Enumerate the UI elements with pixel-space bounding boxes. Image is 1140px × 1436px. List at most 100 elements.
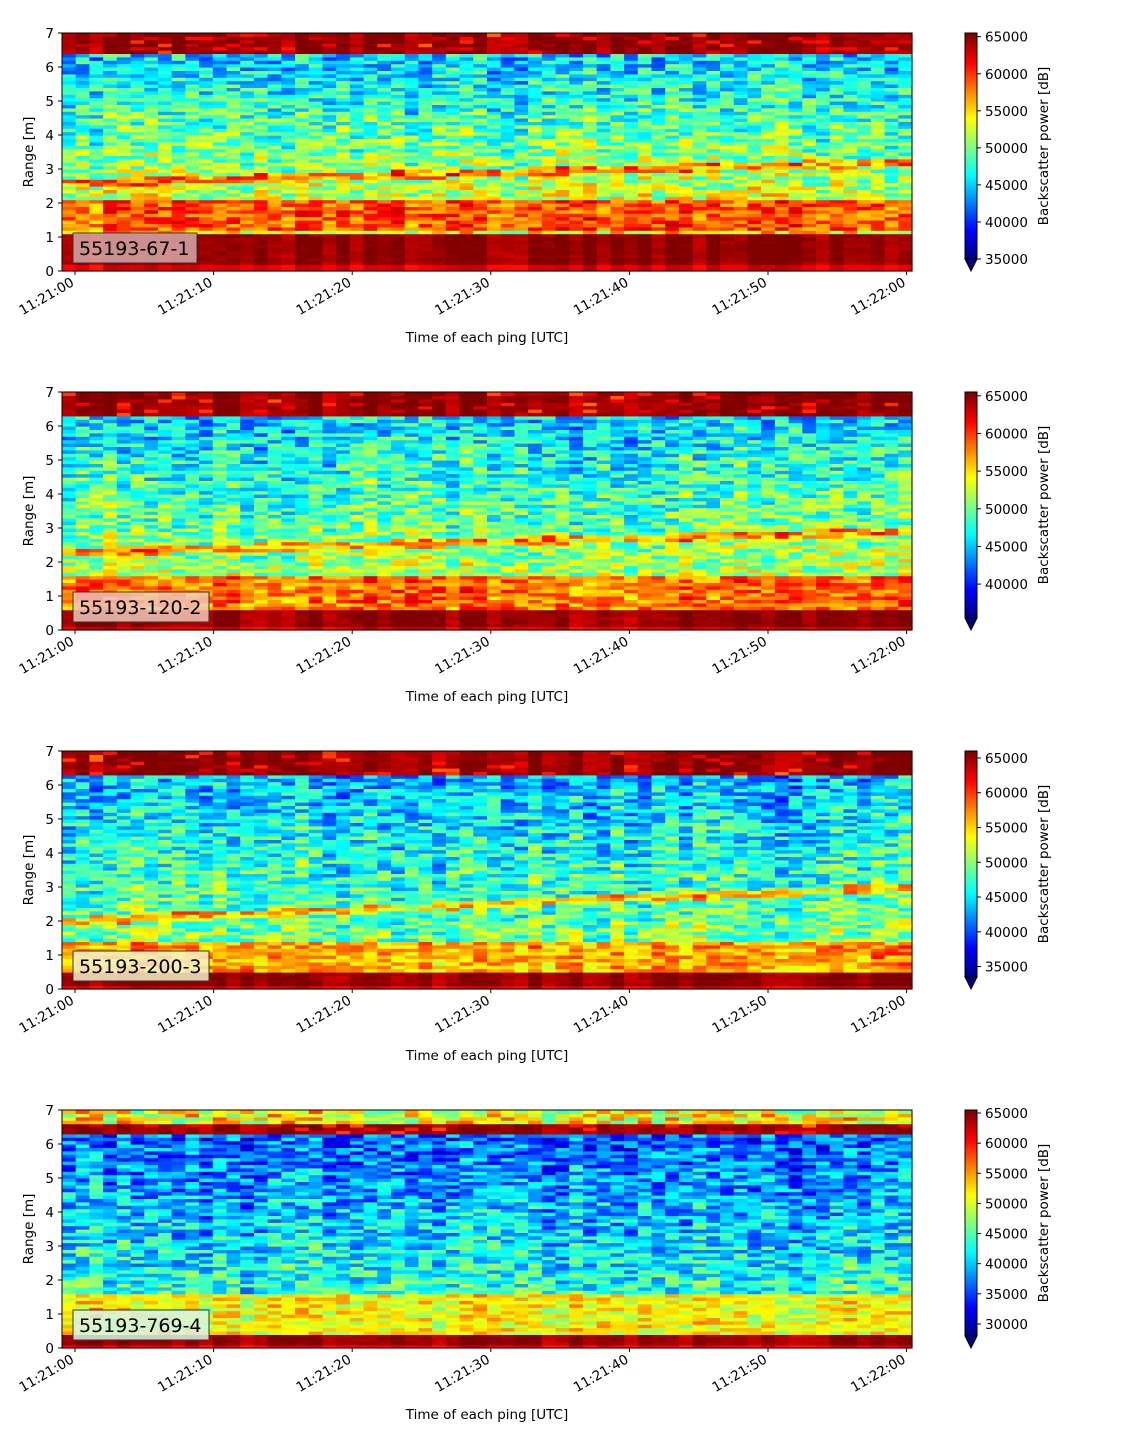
y-tick-label: 7 xyxy=(45,26,54,42)
heatmap-cell xyxy=(322,104,337,109)
heatmap-cell xyxy=(116,101,132,105)
heatmap-cell xyxy=(582,165,598,170)
heatmap-cell xyxy=(816,233,831,238)
heatmap-cell xyxy=(322,73,337,78)
heatmap-cell xyxy=(130,172,145,177)
heatmap-cell xyxy=(130,470,145,475)
heatmap-cell xyxy=(541,199,557,204)
heatmap-cell xyxy=(185,87,200,92)
heatmap-cell xyxy=(487,226,502,231)
heatmap-cell xyxy=(761,264,776,269)
heatmap-cell xyxy=(253,118,269,122)
heatmap-cell xyxy=(596,192,611,197)
heatmap-cell xyxy=(157,63,173,68)
heatmap-cell xyxy=(692,131,707,136)
heatmap-cell xyxy=(624,158,639,163)
heatmap-cell xyxy=(281,172,296,177)
heatmap-cell xyxy=(692,264,707,269)
heatmap-cell xyxy=(774,182,790,187)
heatmap-cell xyxy=(267,223,282,228)
heatmap-cell xyxy=(171,107,186,112)
heatmap-cell xyxy=(308,267,324,272)
heatmap-cell xyxy=(144,220,159,224)
y-axis-label: Range [m] xyxy=(21,117,37,188)
heatmap-cell xyxy=(898,199,913,204)
heatmap-cell xyxy=(267,138,282,143)
heatmap-cell xyxy=(75,189,91,194)
heatmap-cell xyxy=(432,216,447,221)
heatmap-cell xyxy=(336,155,351,160)
heatmap-cell xyxy=(253,260,269,265)
heatmap-cell xyxy=(459,199,474,204)
heatmap-cell xyxy=(404,226,420,231)
heatmap-cell xyxy=(75,90,91,95)
heatmap-cell xyxy=(130,118,145,122)
heatmap-cell xyxy=(651,233,666,238)
heatmap-cell xyxy=(212,131,228,136)
heatmap-cell xyxy=(528,182,543,187)
heatmap-cell xyxy=(89,33,104,37)
heatmap-cell xyxy=(199,155,214,160)
heatmap-cell xyxy=(336,87,351,92)
heatmap-cell xyxy=(103,419,118,424)
heatmap-cell xyxy=(747,233,762,238)
heatmap-cell xyxy=(75,73,91,78)
heatmap-cell xyxy=(459,216,474,221)
heatmap-cell xyxy=(253,233,269,238)
heatmap-cell xyxy=(267,175,282,180)
heatmap-cell xyxy=(130,94,145,99)
heatmap-cell xyxy=(62,94,77,99)
heatmap-cell xyxy=(445,233,461,238)
heatmap-cell xyxy=(185,84,200,88)
heatmap-cell xyxy=(130,36,145,41)
heatmap-cell xyxy=(267,172,282,177)
heatmap-cell xyxy=(199,114,214,119)
x-tick-label: 11:21:40 xyxy=(571,275,632,319)
heatmap-cell xyxy=(199,145,214,150)
heatmap-cell xyxy=(500,148,516,153)
heatmap-cell xyxy=(404,264,420,269)
heatmap-cell xyxy=(884,158,899,163)
heatmap-cell xyxy=(459,165,474,170)
heatmap-cell xyxy=(116,216,132,221)
heatmap-cell xyxy=(171,87,186,92)
heatmap-cell xyxy=(116,504,132,509)
heatmap-cell xyxy=(185,111,200,116)
heatmap-cell xyxy=(500,250,516,255)
heatmap-cell xyxy=(349,148,365,153)
heatmap-cell xyxy=(500,264,516,269)
heatmap-cell xyxy=(336,97,351,102)
heatmap-cell xyxy=(130,84,145,88)
heatmap-cell xyxy=(75,209,91,214)
heatmap-cell xyxy=(267,152,282,156)
heatmap-cell xyxy=(89,111,104,116)
heatmap-cell xyxy=(610,131,625,136)
heatmap-cell xyxy=(308,165,324,170)
heatmap-cell xyxy=(637,250,653,255)
heatmap-cell xyxy=(144,487,159,492)
heatmap-cell xyxy=(651,209,666,214)
heatmap-cell xyxy=(829,175,845,180)
heatmap-cell xyxy=(116,63,132,68)
heatmap-cell xyxy=(336,192,351,197)
heatmap-cell xyxy=(336,46,351,51)
heatmap-cell xyxy=(103,63,118,68)
heatmap-cell xyxy=(89,67,104,71)
heatmap-cell xyxy=(459,209,474,214)
heatmap-cell xyxy=(391,175,406,180)
heatmap-cell xyxy=(267,158,282,163)
heatmap-cell xyxy=(281,104,296,109)
heatmap-cell xyxy=(116,152,132,156)
heatmap-cell xyxy=(144,470,159,475)
heatmap-cell xyxy=(802,175,817,180)
heatmap-cell xyxy=(336,165,351,170)
heatmap-cell xyxy=(116,36,132,41)
heatmap-cell xyxy=(487,250,502,255)
heatmap-cell xyxy=(62,175,77,180)
heatmap-cell xyxy=(432,250,447,255)
heatmap-cell xyxy=(62,84,77,88)
heatmap-cell xyxy=(62,162,77,167)
heatmap-cell xyxy=(624,264,639,269)
heatmap-cell xyxy=(130,223,145,228)
